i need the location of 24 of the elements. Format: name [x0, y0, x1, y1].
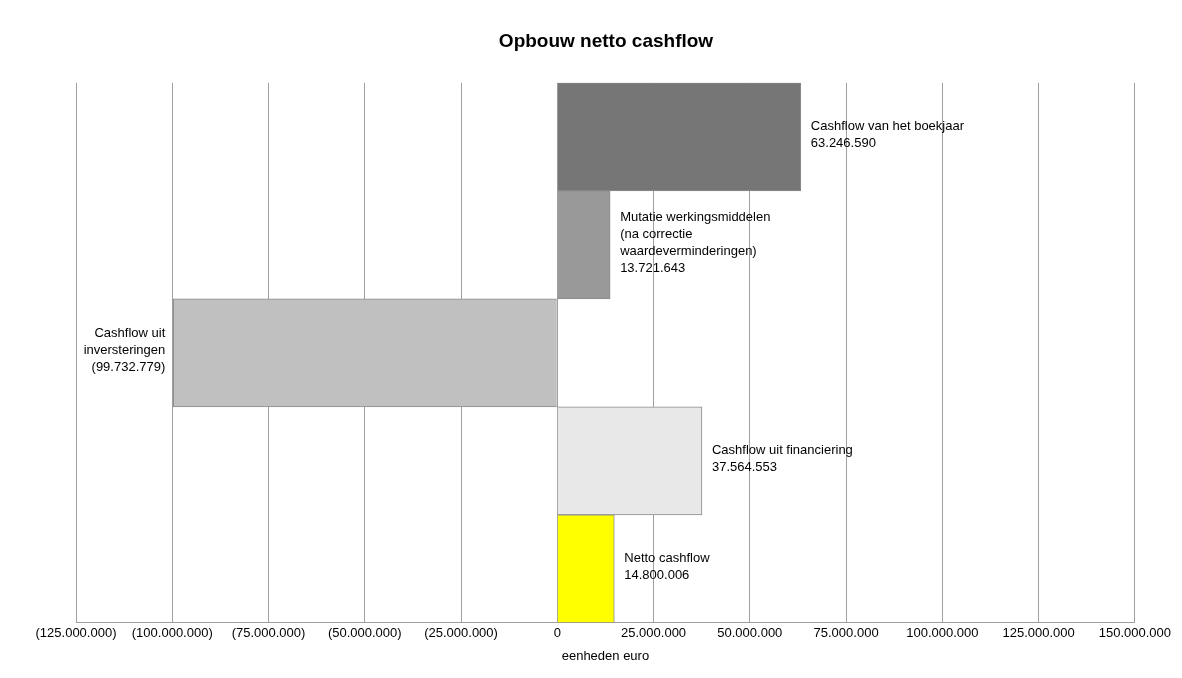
x-tick-label: 50.000.000 [717, 625, 783, 641]
x-tick-label: 25.000.000 [621, 625, 687, 641]
x-axis-title: eenheden euro [561, 647, 650, 663]
y-tick-label: Mutatie werkingsmiddelen (na correctie waardeverminderingen) [619, 208, 771, 258]
y-tick-label: Netto cashflow [624, 549, 711, 565]
data-label: 63.246.590 [810, 134, 876, 150]
x-tick-label: 75.000.000 [813, 625, 879, 641]
data-label: (99.732.779) [91, 359, 166, 375]
y-tick-label: Cashflow uit financiering [711, 441, 853, 457]
x-tick-label: (125.000.000) [35, 625, 117, 641]
data-label: 13.721.643 [620, 259, 686, 275]
y-tick-label: Cashflow uit inversteringen [83, 325, 166, 358]
x-tick-label: (100.000.000) [131, 625, 213, 641]
x-tick-label: (25.000.000) [424, 625, 498, 641]
x-tick-label: 125.000.000 [1002, 625, 1075, 641]
y-tick-label: Cashflow van het boekjaar [810, 117, 965, 133]
data-label: 14.800.006 [624, 566, 690, 582]
x-tick-label: (50.000.000) [327, 625, 402, 641]
x-tick-label: 100.000.000 [906, 625, 979, 641]
chart-title: Opbouw netto cashflow [498, 29, 714, 51]
data-label: 37.564.553 [711, 458, 778, 474]
x-tick-label: 150.000.000 [1098, 625, 1171, 641]
x-tick-label: (75.000.000) [231, 625, 306, 641]
x-tick-label: 0 [553, 625, 561, 641]
